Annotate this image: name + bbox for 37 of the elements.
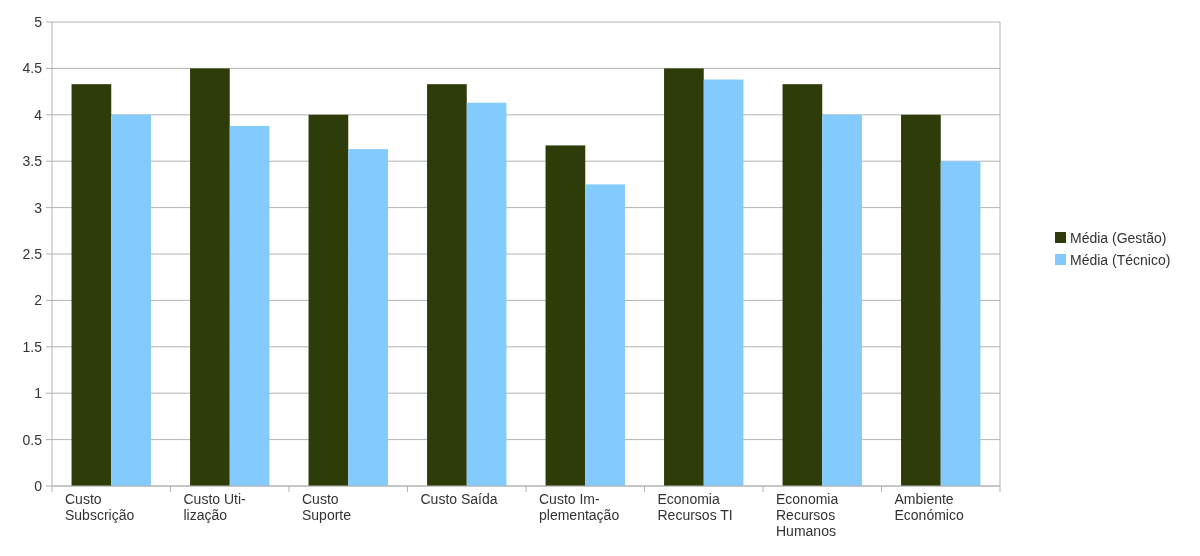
x-tick-label: Ambiente Económico — [894, 491, 964, 523]
y-tick-label: 3.5 — [22, 153, 43, 170]
bar — [585, 184, 625, 486]
y-tick-label: 5 — [34, 13, 43, 30]
x-tick-label: Economia Recursos TI — [657, 491, 733, 523]
legend-label: Média (Técnico) — [1070, 251, 1171, 268]
x-tick-label: Custo Saída — [420, 491, 498, 507]
bar — [901, 114, 941, 486]
y-tick-label: 4.5 — [22, 60, 43, 77]
bar — [190, 68, 230, 486]
bar — [466, 102, 507, 486]
y-tick-label: 4 — [34, 106, 43, 123]
y-tick-label: 2.5 — [22, 245, 43, 262]
bar — [308, 114, 349, 486]
bar — [427, 84, 467, 486]
y-tick-label: 2 — [34, 292, 43, 309]
bar — [822, 114, 862, 486]
bar — [703, 79, 744, 486]
bar — [229, 125, 270, 486]
bar — [111, 114, 151, 486]
y-tick-label: 3 — [34, 199, 43, 216]
bar — [782, 84, 823, 486]
y-tick-label: 0 — [34, 477, 43, 494]
y-tick-label: 1 — [34, 385, 43, 402]
x-tick-label: Custo Uti- lização — [183, 491, 247, 523]
bar — [664, 68, 704, 486]
x-tick-label: Custo Suporte — [302, 491, 352, 523]
x-tick-label: Custo Im- plementação — [539, 491, 620, 523]
bar — [348, 149, 388, 486]
bar — [71, 84, 112, 486]
bar — [940, 161, 981, 486]
y-tick-label: 0.5 — [22, 431, 43, 448]
x-tick-label: Economia Recursos Humanos — [776, 491, 839, 539]
x-tick-label: Custo Subscrição — [65, 491, 135, 523]
bar — [545, 145, 586, 486]
legend-label: Média (Gestão) — [1070, 229, 1167, 246]
y-tick-label: 1.5 — [22, 338, 43, 355]
